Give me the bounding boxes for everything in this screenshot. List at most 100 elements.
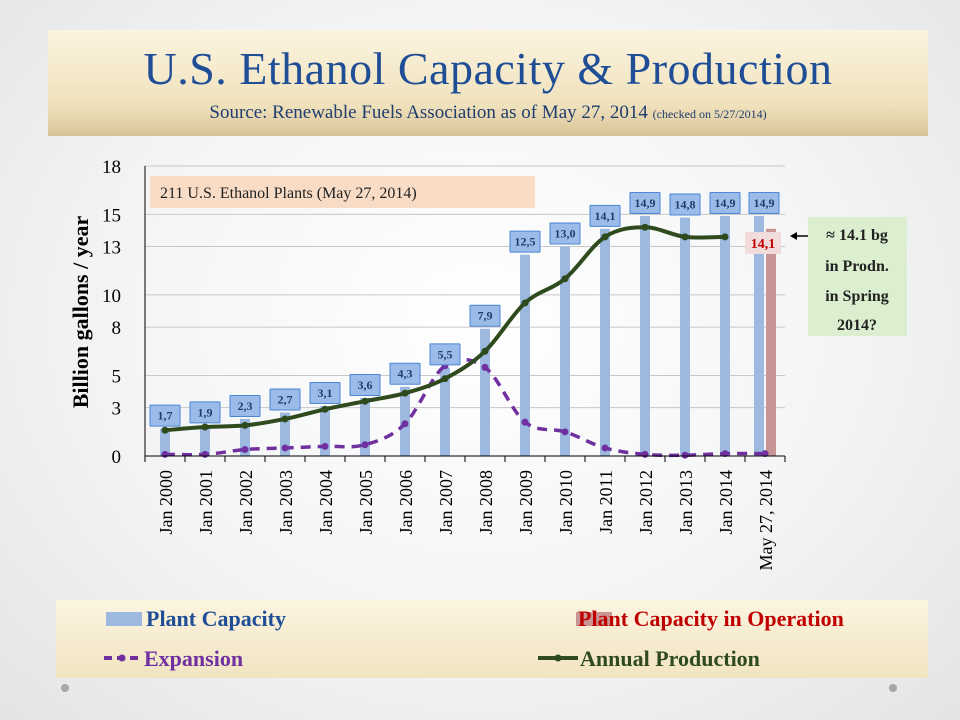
x-tick-label: Jan 2002: [236, 470, 256, 535]
capacity-label-text: 14,9: [715, 196, 736, 210]
capacity-label-text: 1,7: [158, 409, 173, 423]
legend-capacity-swatch: [106, 612, 142, 626]
x-tick-label: Jan 2011: [596, 470, 616, 534]
x-tick-label: Jan 2009: [516, 470, 536, 535]
production-point: [201, 423, 209, 431]
production-point: [601, 233, 609, 241]
capacity-label-shine: [710, 192, 740, 213]
capacity-label-shine: [230, 395, 260, 416]
estimate-arrowhead: [790, 232, 797, 240]
capacity-data-label: 3,1: [309, 382, 341, 405]
title-band: U.S. Ethanol Capacity & Production Sourc…: [48, 30, 928, 136]
production-point: [161, 426, 169, 434]
estimate-line-4: 2014?: [837, 317, 877, 334]
capacity-data-label: 1,9: [189, 401, 221, 424]
capacity-label-text: 3,1: [318, 386, 333, 400]
capacity-bar: [320, 406, 330, 456]
capacity-label-text: 1,9: [198, 405, 213, 419]
capacity-label-shine: [190, 402, 220, 423]
expansion-point: [721, 450, 729, 458]
y-axis-label: Billion gallons / year: [68, 216, 93, 409]
expansion-point: [641, 450, 649, 458]
plants-annotation-box: [150, 176, 535, 208]
capacity-label-text: 5,5: [438, 347, 453, 361]
capacity-bar: [280, 412, 290, 456]
bars: [160, 215, 776, 456]
capacity-bar: [560, 246, 570, 456]
capacity-bar: [720, 215, 730, 456]
series-lines: [161, 223, 769, 459]
expansion-point: [281, 444, 289, 452]
production-point: [641, 223, 649, 231]
legend-capacity-label: Plant Capacity: [146, 606, 286, 631]
production-point: [721, 233, 729, 241]
capacity-data-label: 14,1: [589, 204, 621, 227]
page-subtitle: Source: Renewable Fuels Association as o…: [48, 102, 928, 124]
expansion-point: [521, 418, 529, 426]
expansion-point: [401, 420, 409, 428]
capacity-label-text: 7,9: [478, 309, 493, 323]
y-tick-label: 0: [112, 447, 122, 468]
capacity-data-label: 3,6: [349, 374, 381, 396]
expansion-point: [321, 442, 329, 450]
capacity-data-label: 5,5: [429, 343, 461, 366]
capacity-label-text: 14,1: [595, 209, 616, 223]
capacity-bar: [600, 228, 610, 456]
corner-dot-right: [889, 684, 897, 692]
capacity-label-text: 3,6: [358, 378, 373, 392]
x-tick-label: Jan 2006: [396, 470, 416, 535]
expansion-point: [361, 441, 369, 449]
x-tick-label: Jan 2005: [356, 470, 376, 535]
capacity-data-label: 1,7: [149, 404, 181, 427]
capacity-bar: [200, 425, 210, 456]
y-tick-label: 10: [102, 286, 121, 307]
capacity-bar: [520, 254, 530, 456]
capacity-label-shine: [310, 383, 340, 404]
x-tick-label: Jan 2003: [276, 470, 296, 535]
checked-note: (checked on 5/27/2014): [652, 107, 767, 121]
source-text: Source: Renewable Fuels Association as o…: [209, 102, 648, 123]
legend: Plant Capacity Plant Capacity in Operati…: [56, 600, 928, 678]
x-tick-label: Jan 2012: [636, 470, 656, 535]
expansion-point: [681, 451, 689, 459]
estimate-box: [808, 217, 907, 336]
production-point: [321, 405, 329, 413]
capacity-data-label: 13,0: [549, 222, 581, 245]
capacity-label-shine: [630, 192, 660, 213]
operation-data-label: 14,1: [745, 232, 781, 254]
operation-bar: [766, 228, 776, 456]
x-tick-label: Jan 2000: [156, 470, 176, 535]
capacity-bar: [754, 215, 764, 456]
production-point: [241, 421, 249, 429]
production-point: [281, 415, 289, 423]
capacity-label-shine: [470, 305, 500, 326]
capacity-data-label: 4,3: [389, 362, 421, 385]
expansion-point: [481, 363, 489, 371]
capacity-label-shine: [390, 363, 420, 384]
capacity-label-text: 13,0: [555, 227, 576, 241]
expansion-point: [601, 444, 609, 452]
capacity-label-text: 2,7: [278, 393, 293, 407]
legend-production-label: Annual Production: [580, 646, 760, 671]
capacity-bar: [680, 217, 690, 456]
estimate-line-1: ≈ 14.1 bg: [826, 227, 888, 244]
x-tick-label: Jan 2008: [476, 470, 496, 535]
capacity-label-text: 12,5: [515, 235, 536, 249]
x-tick-label: Jan 2007: [436, 470, 456, 535]
capacity-label-shine: [670, 194, 700, 215]
estimate-line-2: in Prodn.: [825, 258, 889, 275]
capacity-bar: [440, 367, 450, 456]
production-point: [481, 347, 489, 355]
expansion-point: [161, 450, 169, 458]
capacity-label-shine: [270, 389, 300, 410]
axes: 0 3 5 8 10 13 15 18 Jan 2000 Jan 2001 Jan 2002 Jan …: [102, 157, 786, 571]
expansion-point: [201, 450, 209, 458]
y-tick-label: 3: [112, 399, 122, 420]
capacity-label-shine: [150, 405, 180, 426]
expansion-point: [561, 428, 569, 436]
y-tick-label: 18: [102, 157, 121, 178]
plants-annotation-text: 211 U.S. Ethanol Plants (May 27, 2014): [160, 185, 417, 202]
ethanol-chart: 1,7 1,9 2,3 2,7 3,1 3,6 4,3 5,5 7,9 12,5 13,0 14,1 1…: [68, 157, 907, 571]
production-point: [401, 389, 409, 397]
expansion-point: [241, 446, 249, 454]
